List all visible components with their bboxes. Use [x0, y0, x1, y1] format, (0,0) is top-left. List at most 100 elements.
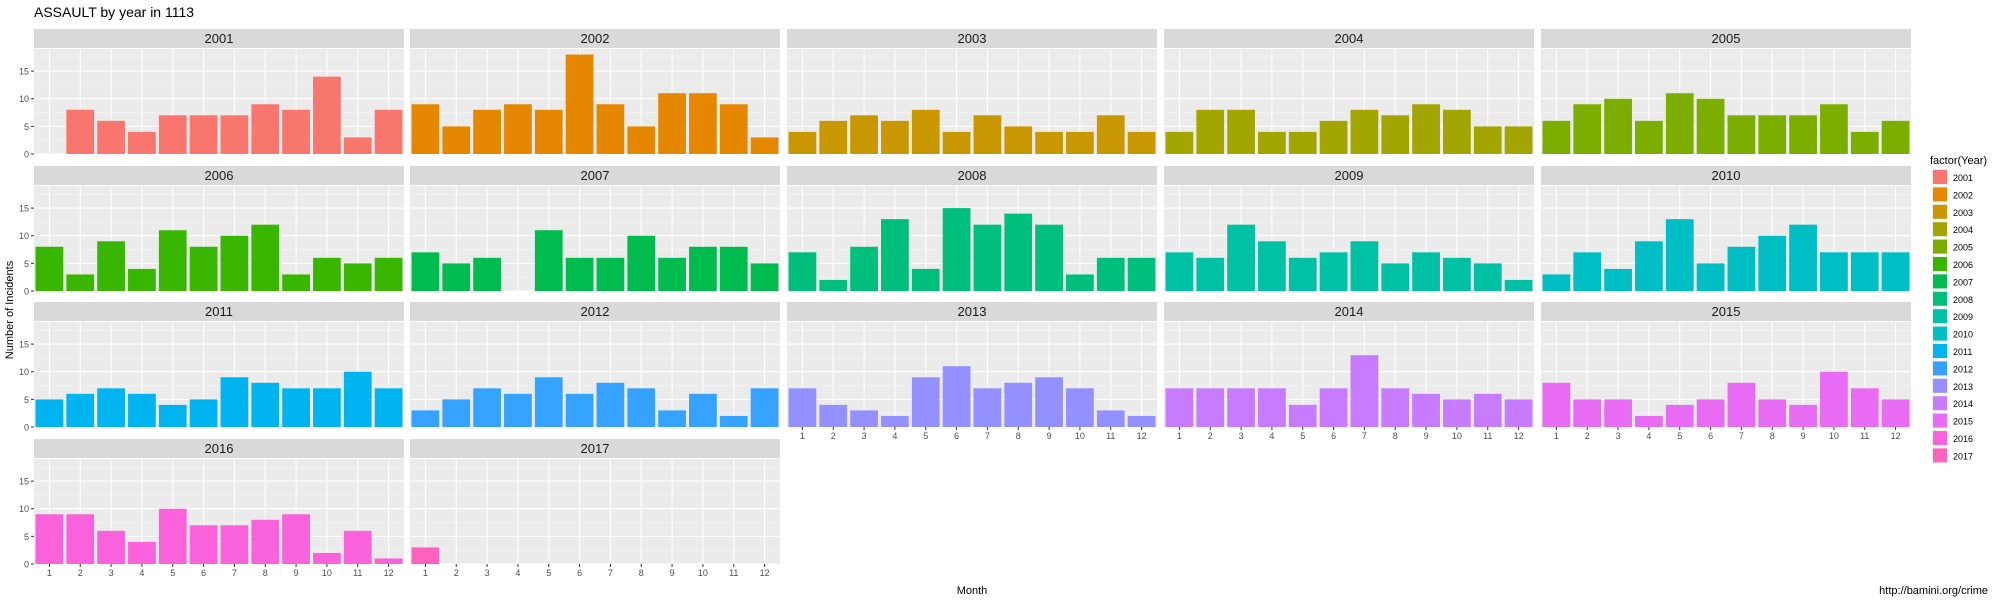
bar-2015-9: [1789, 404, 1817, 427]
bar-2014-2: [1196, 388, 1225, 427]
bar-2012-8: [627, 388, 656, 427]
bar-2012-1: [411, 410, 440, 427]
bar-2005-11: [1850, 131, 1879, 154]
facet-strip: [34, 439, 404, 458]
bar-2014-9: [1412, 393, 1440, 427]
x-tick-label: 8: [1770, 431, 1775, 441]
bar-2013-6: [942, 366, 971, 427]
legend-label-2016: 2016: [1953, 434, 1973, 444]
x-tick-label: 10: [1075, 431, 1085, 441]
bar-2013-11: [1096, 410, 1125, 427]
bar-2011-5: [158, 404, 187, 427]
facet-strip-label: 2002: [581, 31, 610, 46]
chart-title: ASSAULT by year in 1113: [34, 4, 194, 20]
x-tick-label: 6: [1708, 431, 1713, 441]
bar-2008-7: [973, 224, 1002, 291]
bar-2002-12: [750, 137, 779, 154]
x-tick-label: 8: [1393, 431, 1398, 441]
bar-2003-2: [819, 120, 848, 154]
bar-2002-5: [534, 109, 563, 154]
y-tick-label: 0: [24, 150, 29, 160]
bar-2013-12: [1127, 415, 1156, 427]
y-tick-label: 5: [24, 395, 29, 405]
legend-key-2007: [1933, 274, 1947, 289]
x-tick-label: 7: [608, 568, 613, 578]
facet-strip: [410, 166, 780, 185]
bar-2012-3: [473, 388, 501, 427]
bar-2003-9: [1035, 131, 1063, 154]
bar-2011-3: [97, 388, 125, 427]
facet-strip: [1164, 166, 1534, 185]
bar-2008-12: [1127, 257, 1156, 291]
legend-key-2016: [1933, 431, 1947, 445]
facet-strip: [410, 29, 780, 48]
y-tick-label: 5: [24, 122, 29, 132]
legend-label-2001: 2001: [1953, 173, 1973, 183]
bar-2002-1: [411, 104, 440, 154]
bar-2016-11: [343, 530, 372, 564]
facet-strip: [787, 166, 1157, 185]
bar-2006-2: [66, 274, 95, 291]
x-tick-label: 1: [800, 431, 805, 441]
bar-2006-8: [251, 224, 280, 291]
bar-2009-10: [1443, 257, 1471, 291]
bar-2008-3: [850, 246, 878, 291]
panel-background: [1164, 186, 1534, 291]
bar-2015-2: [1573, 399, 1602, 427]
panel-background: [34, 322, 404, 427]
bar-2008-1: [788, 252, 817, 291]
bar-2014-8: [1381, 388, 1410, 427]
x-tick-label: 6: [954, 431, 959, 441]
x-tick-label: 3: [109, 568, 114, 578]
legend-label-2017: 2017: [1953, 451, 1973, 461]
bar-2009-7: [1350, 241, 1379, 291]
x-tick-label: 8: [263, 568, 268, 578]
y-axis-label: Number of Incidents: [4, 260, 16, 359]
legend-label-2004: 2004: [1953, 225, 1973, 235]
bar-2007-12: [750, 263, 779, 291]
legend-label-2013: 2013: [1953, 382, 1973, 392]
bar-2002-8: [627, 126, 656, 154]
bar-2006-5: [158, 230, 187, 291]
bar-2012-12: [750, 388, 779, 427]
bar-2004-2: [1196, 109, 1225, 154]
bar-2010-1: [1542, 274, 1571, 291]
bar-2011-4: [128, 393, 156, 427]
facet-strip: [410, 439, 780, 458]
facet-strip: [1541, 302, 1911, 321]
bar-2008-5: [911, 268, 940, 291]
bar-2006-3: [97, 241, 125, 291]
bar-2014-12: [1504, 399, 1533, 427]
bar-2007-3: [473, 257, 501, 291]
bar-2005-3: [1604, 98, 1632, 154]
bar-2007-5: [534, 230, 563, 291]
bar-2011-6: [189, 399, 218, 427]
x-tick-label: 8: [639, 568, 644, 578]
legend-label-2006: 2006: [1953, 260, 1973, 270]
facet-strip: [787, 302, 1157, 321]
bar-2016-6: [189, 525, 218, 564]
bar-2015-1: [1542, 382, 1571, 427]
bar-2014-10: [1443, 399, 1471, 427]
bar-2006-9: [282, 274, 310, 291]
facet-strip: [787, 29, 1157, 48]
bar-2016-10: [313, 552, 341, 564]
bar-2003-10: [1066, 131, 1094, 154]
bar-2013-5: [911, 377, 940, 427]
legend-key-2009: [1933, 309, 1947, 324]
bar-2010-8: [1758, 235, 1787, 291]
bar-2001-9: [282, 109, 310, 154]
panel-background: [1541, 322, 1911, 427]
bar-2005-1: [1542, 120, 1571, 154]
y-tick-label: 10: [19, 504, 29, 514]
panel-background: [34, 186, 404, 291]
facet-strip-label: 2013: [958, 304, 987, 319]
legend-label-2002: 2002: [1953, 190, 1973, 200]
legend-label-2011: 2011: [1953, 347, 1972, 357]
panel-background: [34, 49, 404, 154]
legend-key-2008: [1933, 291, 1947, 306]
facet-panel-2011: 2011 0 5 10 15: [19, 302, 404, 433]
facet-panel-2009: 2009: [1164, 166, 1534, 292]
y-tick-label: 15: [19, 477, 29, 487]
bar-2005-12: [1881, 120, 1910, 154]
